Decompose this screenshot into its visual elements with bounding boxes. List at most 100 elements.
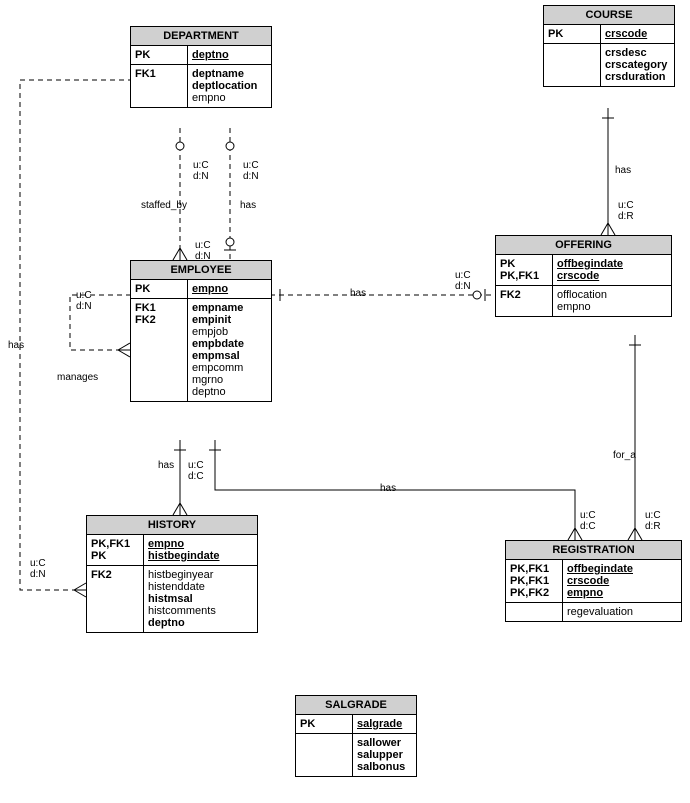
cardinality-label: u:Cd:N — [193, 160, 209, 182]
attr: empno — [557, 301, 667, 313]
attr: sallower — [357, 737, 412, 749]
attr-cell: regevaluation — [563, 603, 681, 621]
attr: empmsal — [192, 350, 267, 362]
attr: empinit — [192, 314, 267, 326]
edge-label: manages — [57, 372, 98, 383]
entity-row: PK empno — [131, 280, 271, 299]
attr-cell: empnohistbegindate — [144, 535, 257, 565]
entity-department: DEPARTMENTPK deptno FK1deptnamedeptlocatio… — [130, 26, 272, 108]
entity-title: OFFERING — [496, 236, 671, 255]
attr: offbegindate — [567, 563, 677, 575]
key-cell: PKPK,FK1 — [496, 255, 553, 285]
cardinality-label: u:Cd:N — [195, 240, 211, 262]
entity-title: SALGRADE — [296, 696, 416, 715]
attr: histmsal — [148, 593, 253, 605]
cardinality-label: u:Cd:C — [580, 510, 596, 532]
attr: histbeginyear — [148, 569, 253, 581]
entity-row: sallowersaluppersalbonus — [296, 734, 416, 776]
key-cell: FK2 — [496, 286, 553, 316]
attr: offlocation — [557, 289, 667, 301]
attr-cell: deptnamedeptlocationempno — [188, 65, 271, 107]
edge-label: has — [8, 340, 24, 351]
key-cell: PK — [544, 25, 601, 43]
entity-title: REGISTRATION — [506, 541, 681, 560]
attr: empno — [192, 92, 267, 104]
entity-row: regevaluation — [506, 603, 681, 621]
key-cell: PK — [131, 280, 188, 298]
entity-row: PKPK,FK1offbegindatecrscode — [496, 255, 671, 286]
attr-cell: offlocationempno — [553, 286, 671, 316]
cardinality-label: u:Cd:R — [645, 510, 661, 532]
entity-row: FK2offlocationempno — [496, 286, 671, 316]
attr-cell: empno — [188, 280, 271, 298]
entity-row: PK,FK1PK,FK1PK,FK2offbegindatecrscodeemp… — [506, 560, 681, 603]
attr: empbdate — [192, 338, 267, 350]
edge-label: for_a — [613, 450, 636, 461]
attr: empno — [567, 587, 677, 599]
entity-row: PK deptno — [131, 46, 271, 65]
key-cell — [544, 44, 601, 86]
entity-history: HISTORYPK,FK1PKempnohistbegindateFK2hist… — [86, 515, 258, 633]
cardinality-label: u:Cd:C — [188, 460, 204, 482]
entity-title: EMPLOYEE — [131, 261, 271, 280]
key-cell — [506, 603, 563, 621]
attr-cell: offbegindatecrscode — [553, 255, 671, 285]
cardinality-label: u:Cd:N — [455, 270, 471, 292]
attr: crsdesc — [605, 47, 670, 59]
attr: mgrno — [192, 374, 267, 386]
attr: deptno — [192, 386, 267, 398]
cardinality-label: u:Cd:N — [30, 558, 46, 580]
attr-cell: crscode — [601, 25, 674, 43]
key-cell: PK — [296, 715, 353, 733]
key-cell — [296, 734, 353, 776]
entity-course: COURSEPK crscode crsdesccrscategorycrsdura… — [543, 5, 675, 87]
edge-label: staffed_by — [141, 200, 187, 211]
cardinality-label: u:Cd:N — [76, 290, 92, 312]
attr: crscategory — [605, 59, 670, 71]
entity-row: PK,FK1PKempnohistbegindate — [87, 535, 257, 566]
attr: crscode — [557, 270, 667, 282]
entity-title: DEPARTMENT — [131, 27, 271, 46]
key-cell: FK1 — [131, 65, 188, 107]
entity-offering: OFFERINGPKPK,FK1offbegindatecrscodeFK2of… — [495, 235, 672, 317]
attr: empcomm — [192, 362, 267, 374]
attr: deptname — [192, 68, 267, 80]
attr: histenddate — [148, 581, 253, 593]
attr-cell: empnameempinitempjobempbdateempmsalempco… — [188, 299, 271, 401]
attr-cell: crsdesccrscategorycrsduration — [601, 44, 674, 86]
attr-cell: offbegindatecrscodeempno — [563, 560, 681, 602]
attr: crscode — [567, 575, 677, 587]
attr-cell: sallowersaluppersalbonus — [353, 734, 416, 776]
attr: empjob — [192, 326, 267, 338]
entity-row: crsdesccrscategorycrsduration — [544, 44, 674, 86]
edge-label: has — [350, 288, 366, 299]
key-cell: PK,FK1PK,FK1PK,FK2 — [506, 560, 563, 602]
entity-row: PKsalgrade — [296, 715, 416, 734]
edge-label: has — [615, 165, 631, 176]
entity-row: FK2histbeginyearhistenddatehistmsalhistc… — [87, 566, 257, 632]
attr-cell: deptno — [188, 46, 271, 64]
edge-label: has — [240, 200, 256, 211]
attr: empname — [192, 302, 267, 314]
attr: deptno — [192, 49, 267, 61]
attr: crscode — [605, 28, 670, 40]
key-cell: PK — [131, 46, 188, 64]
attr: salbonus — [357, 761, 412, 773]
attr: empno — [192, 283, 267, 295]
attr: offbegindate — [557, 258, 667, 270]
entity-title: COURSE — [544, 6, 674, 25]
entity-row: PK crscode — [544, 25, 674, 44]
attr: salupper — [357, 749, 412, 761]
key-cell: PK,FK1PK — [87, 535, 144, 565]
attr: deptno — [148, 617, 253, 629]
entity-salgrade: SALGRADEPKsalgradesallowersaluppersalbon… — [295, 695, 417, 777]
edge-label: has — [380, 483, 396, 494]
entity-row: FK1FK2empnameempinitempjobempbdateempmsa… — [131, 299, 271, 401]
entity-registration: REGISTRATIONPK,FK1PK,FK1PK,FK2offbeginda… — [505, 540, 682, 622]
edge-label: has — [158, 460, 174, 471]
cardinality-label: u:Cd:N — [243, 160, 259, 182]
er-diagram-canvas: DEPARTMENTPKdeptnoFK1deptnamedeptlocatio… — [0, 0, 690, 803]
attr-cell: histbeginyearhistenddatehistmsalhistcomm… — [144, 566, 257, 632]
key-cell: FK1FK2 — [131, 299, 188, 401]
attr: histcomments — [148, 605, 253, 617]
